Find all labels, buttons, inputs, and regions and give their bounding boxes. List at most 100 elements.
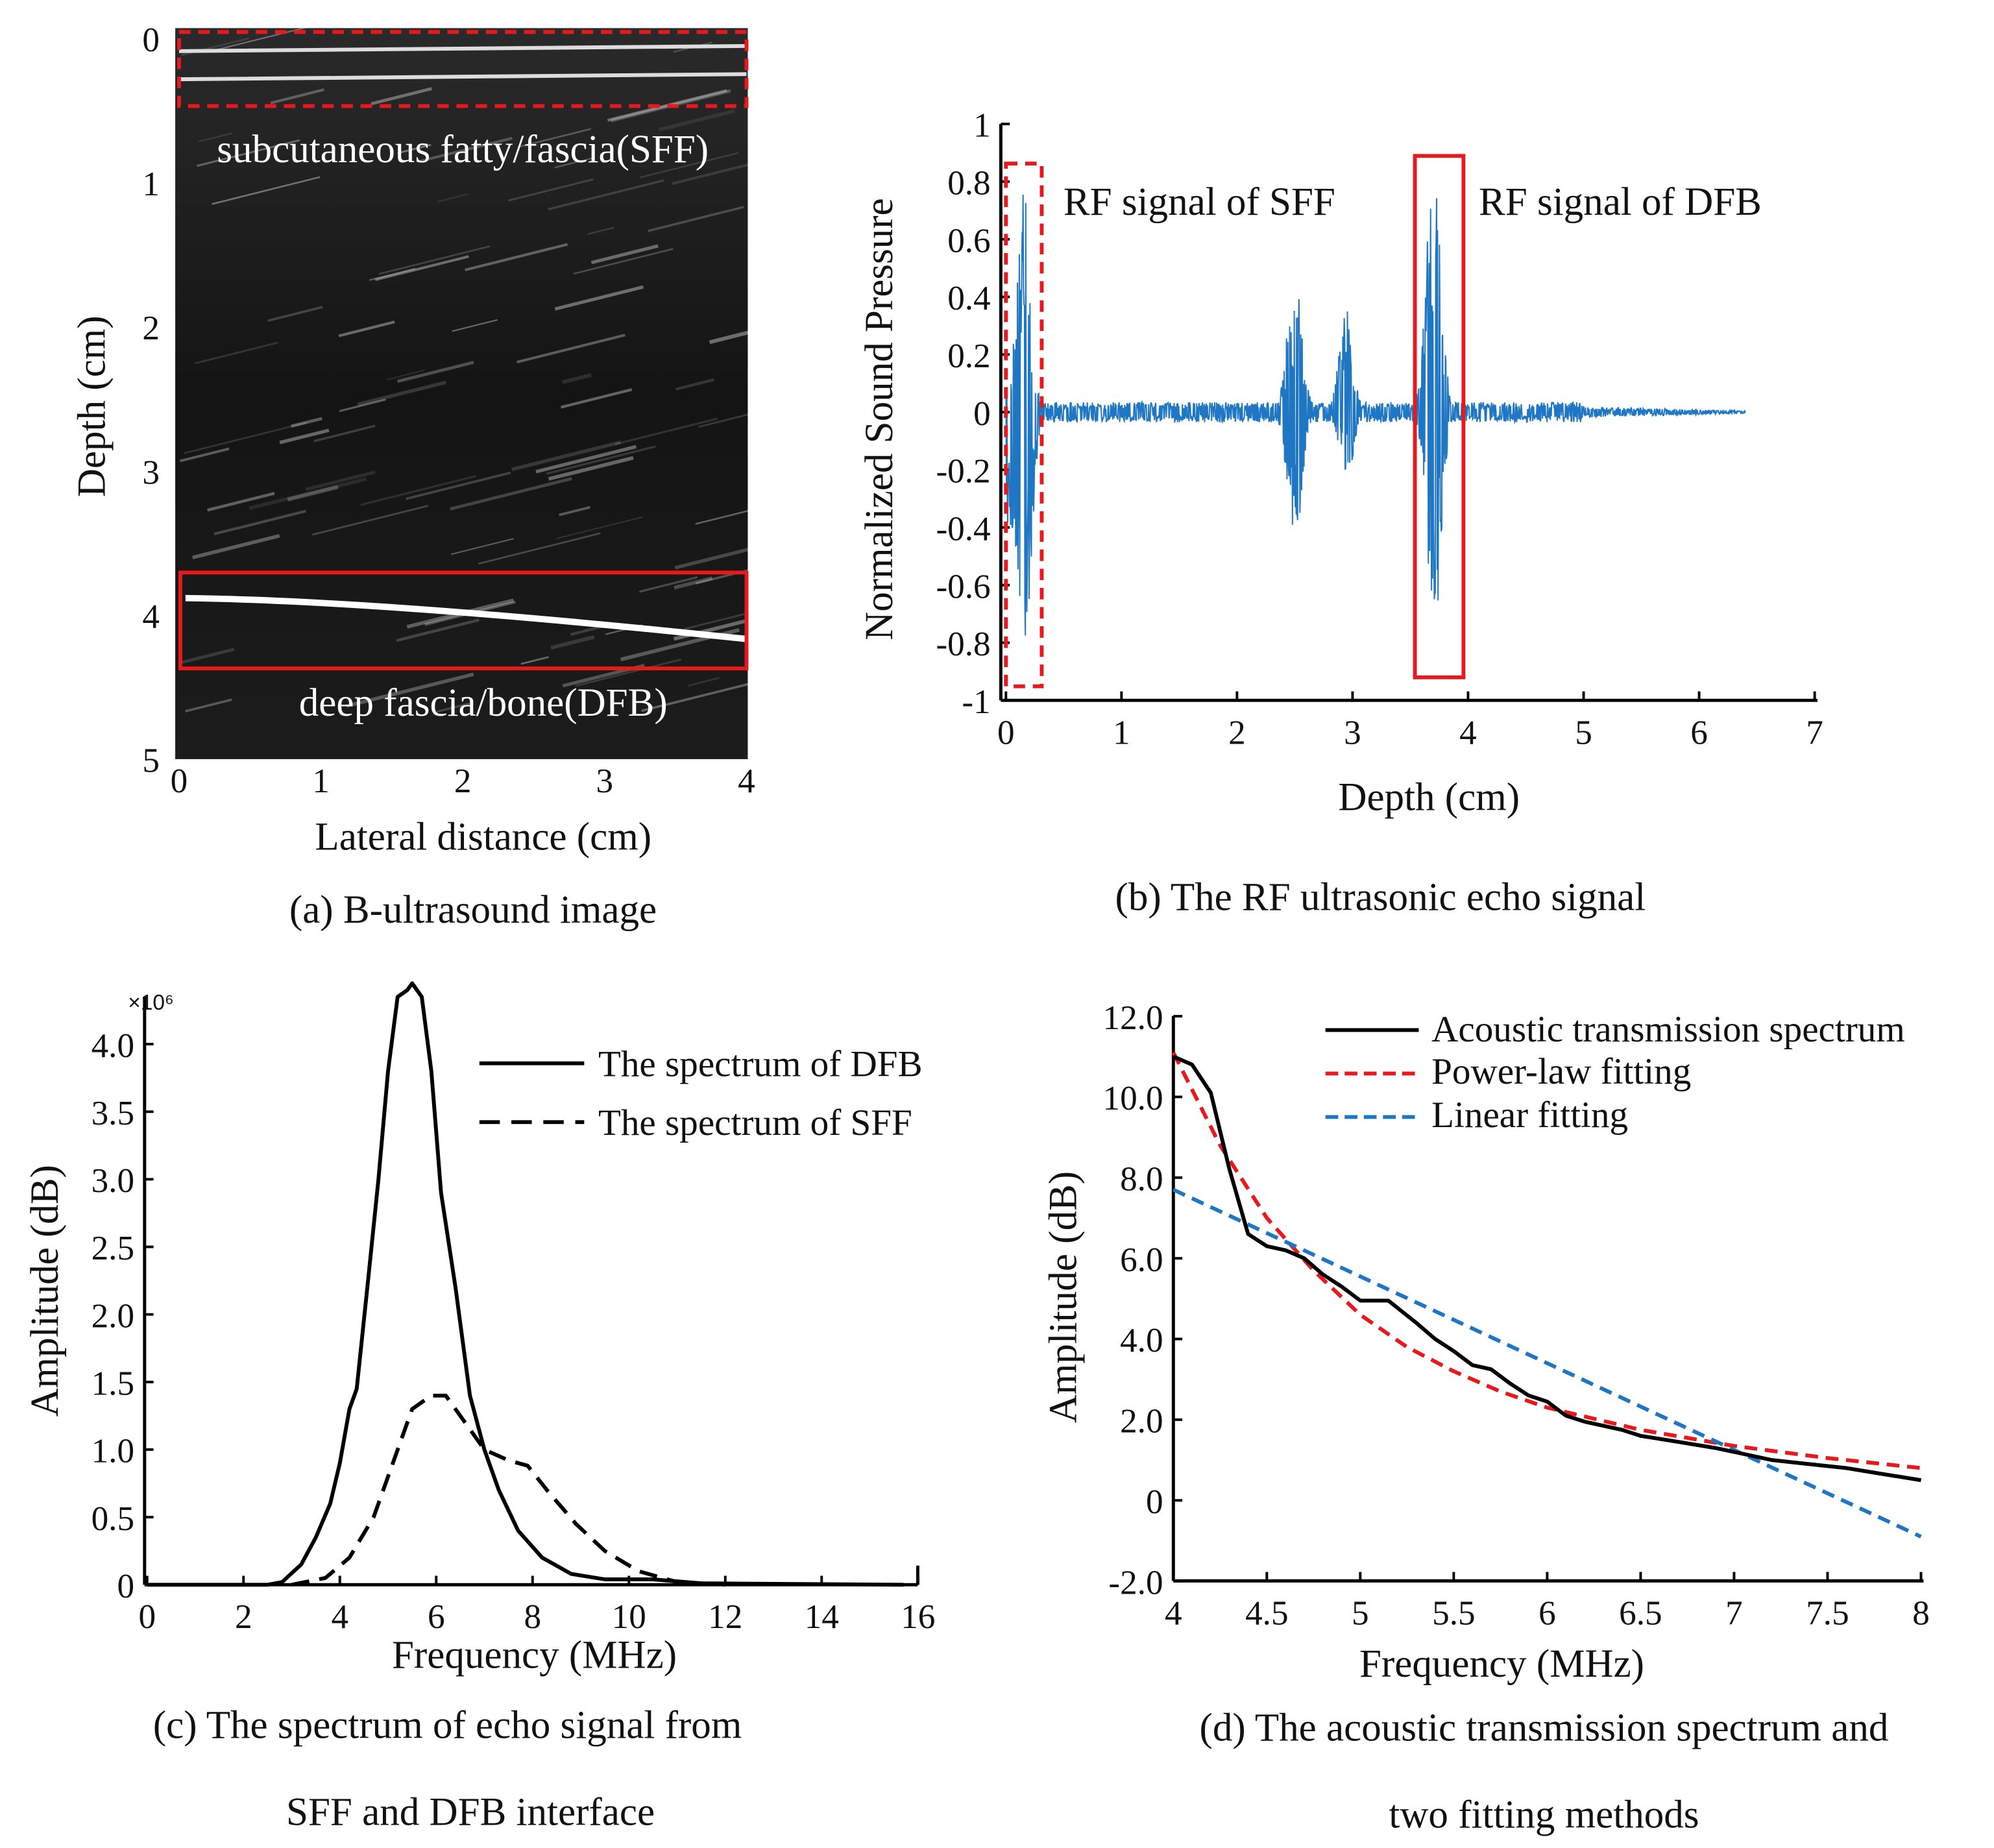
d-ytick: 10.0	[1103, 1079, 1163, 1117]
speckle	[267, 306, 323, 322]
power-law-fit-line	[1171, 1051, 1921, 1470]
c-legend: The spectrum of DFB The spectrum of SFF	[479, 1043, 923, 1143]
c-ytick: 2.0	[91, 1296, 134, 1335]
speckle	[213, 509, 306, 535]
legend-dfb: The spectrum of DFB	[598, 1043, 923, 1084]
c-ytick: 3.0	[91, 1161, 134, 1200]
panel-d: 4 4.5 5 5.5 6 6.5 7 7.5 8 12.0 10.0 8.0 6.0 4.0 2.0 0 -2…	[1042, 999, 1930, 1837]
c-xtick: 10	[612, 1598, 646, 1636]
d-xtick: 6.5	[1619, 1594, 1662, 1632]
a-ytick: 4	[142, 597, 160, 635]
speckle	[378, 245, 491, 275]
speckle	[639, 152, 739, 178]
speckle	[520, 656, 549, 665]
speckle	[197, 139, 300, 167]
legend-acoustic: Acoustic transmission spectrum	[1431, 1009, 1905, 1050]
legend-power-law: Power-law fitting	[1431, 1051, 1691, 1092]
speckle	[371, 87, 432, 106]
b-ylabel: Normalized Sound Pressure	[858, 198, 901, 640]
d-ytick: 2.0	[1120, 1402, 1163, 1441]
b-ytick: 0.4	[947, 279, 990, 317]
speckle	[206, 23, 319, 53]
b-ytick: -0.4	[936, 510, 990, 548]
speckle	[386, 369, 425, 381]
b-xtick: 4	[1459, 713, 1477, 751]
speckle	[437, 193, 469, 203]
speckle	[675, 378, 714, 391]
a-ylabel: Depth (cm)	[71, 315, 114, 497]
dfb-echo	[185, 594, 747, 642]
c-ytick: 4.0	[91, 1027, 134, 1065]
b-ytick: -0.6	[936, 567, 990, 605]
speckle	[546, 445, 656, 475]
a-ytick: 2	[142, 309, 160, 347]
c-ytick: 0	[117, 1567, 134, 1605]
sff-region-box	[177, 30, 749, 108]
speckle	[554, 157, 592, 169]
speckle	[179, 447, 230, 463]
speckle	[561, 373, 592, 384]
c-xtick: 14	[805, 1598, 839, 1636]
a-ytick: 1	[142, 165, 160, 203]
c-xtick: 2	[235, 1598, 252, 1636]
b-ytick: 1	[973, 106, 991, 145]
d-ytick: 12.0	[1103, 999, 1163, 1037]
d-xlabel: Frequency (MHz)	[1359, 1642, 1644, 1686]
speckle	[184, 422, 307, 454]
c-ytick: 3.5	[91, 1094, 134, 1132]
sff-signal-box	[1004, 162, 1044, 688]
speckle	[559, 505, 590, 517]
d-ytick: 4.0	[1120, 1321, 1163, 1359]
speckle	[360, 475, 476, 506]
speckle	[674, 576, 713, 590]
b-caption: (b) The RF ultrasonic echo signal	[1115, 875, 1646, 919]
c-caption-line1: (c) The spectrum of echo signal from	[153, 1704, 742, 1747]
speckle	[178, 648, 235, 665]
d-ytick: 0	[1146, 1483, 1163, 1521]
d-xtick: 8	[1912, 1594, 1930, 1632]
speckle	[450, 538, 514, 555]
a-ytick: 5	[142, 742, 160, 780]
dfb-label: deep fascia/bone(DFB)	[299, 681, 668, 725]
speckle	[192, 533, 280, 559]
speckle	[709, 321, 786, 345]
speckle	[207, 492, 275, 512]
a-ytick: 0	[142, 21, 160, 59]
c-ytick: 0.5	[91, 1500, 134, 1538]
c-xtick: 12	[708, 1598, 742, 1636]
speckle	[397, 361, 474, 383]
speckle	[548, 179, 664, 211]
d-ytick: -2.0	[1108, 1563, 1163, 1601]
speckle	[450, 477, 572, 511]
speckle	[374, 255, 469, 282]
speckle	[338, 321, 395, 337]
c-xtick: 16	[901, 1598, 935, 1636]
b-xtick: 3	[1344, 713, 1361, 751]
b-xlabel: Depth (cm)	[1338, 776, 1520, 820]
speckle	[550, 635, 595, 650]
speckle	[199, 132, 233, 143]
speckle	[688, 677, 720, 687]
speckle	[357, 380, 446, 406]
speckle	[695, 501, 783, 525]
c-multiplier: ×10⁶	[128, 991, 174, 1015]
speckle	[291, 417, 323, 428]
b-ytick: 0.2	[947, 337, 990, 375]
panel-c: 0 2 4 6 8 10 12 14 16 0 0.5 1.0 1.5 2.0 2.5 3.0 3.5 4.0 ×…	[23, 981, 935, 1834]
b-ytick: 0.8	[947, 164, 990, 202]
c-xlabel: Frequency (MHz)	[392, 1633, 677, 1677]
legend-linear: Linear fitting	[1431, 1095, 1628, 1136]
panel-b: 0 1 2 3 4 5 6 7 1 0.8 0.6 0.4 0.2 0 -0.2 -0.4 -0.6 -0.8 -1…	[858, 106, 1823, 919]
speckle	[575, 658, 682, 687]
legend-sff: The spectrum of SFF	[598, 1102, 912, 1143]
c-xtick: 6	[428, 1598, 445, 1636]
sff-label: subcutaneous fatty/fascia(SFF)	[217, 128, 709, 171]
d-legend: Acoustic transmission spectrum Power-law…	[1325, 1009, 1905, 1136]
d-caption-line2: two fitting methods	[1389, 1793, 1699, 1836]
speckle	[195, 341, 278, 365]
speckle	[587, 226, 614, 235]
speckle	[339, 398, 386, 413]
c-ytick: 1.5	[91, 1365, 134, 1403]
speckle	[561, 388, 633, 409]
